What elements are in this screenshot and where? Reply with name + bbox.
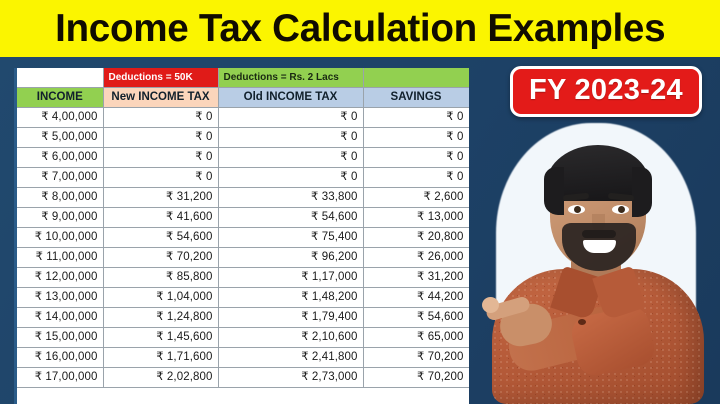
cell-old-tax: ₹ 1,17,000 bbox=[218, 267, 364, 288]
cell-income: ₹ 15,00,000 bbox=[17, 327, 104, 348]
table-row: ₹ 8,00,000 ₹ 31,200 ₹ 33,800 ₹ 2,600 bbox=[17, 187, 469, 208]
cell-savings: ₹ 26,000 bbox=[363, 247, 469, 268]
spreadsheet-panel: Deductions = 50K Deductions = Rs. 2 Lacs… bbox=[14, 68, 469, 404]
cell-income: ₹ 11,00,000 bbox=[17, 247, 104, 268]
cell-income: ₹ 13,00,000 bbox=[17, 287, 104, 308]
table-row: ₹ 10,00,000 ₹ 54,600 ₹ 75,400 ₹ 20,800 bbox=[17, 227, 469, 248]
band-cell-old-deductions: Deductions = Rs. 2 Lacs bbox=[218, 68, 364, 88]
presenter-pupil-left bbox=[574, 206, 581, 213]
cell-savings: ₹ 20,800 bbox=[363, 227, 469, 248]
column-header-savings: SAVINGS bbox=[363, 87, 469, 108]
column-header-income: INCOME bbox=[17, 87, 104, 108]
presenter-photo bbox=[478, 119, 720, 404]
cell-new-tax: ₹ 85,800 bbox=[103, 267, 219, 288]
cell-old-tax: ₹ 0 bbox=[218, 167, 364, 188]
cell-income: ₹ 5,00,000 bbox=[17, 127, 104, 148]
table-row: ₹ 9,00,000 ₹ 41,600 ₹ 54,600 ₹ 13,000 bbox=[17, 207, 469, 228]
table-row: ₹ 12,00,000 ₹ 85,800 ₹ 1,17,000 ₹ 31,200 bbox=[17, 267, 469, 288]
cell-old-tax: ₹ 75,400 bbox=[218, 227, 364, 248]
table-row: ₹ 4,00,000 ₹ 0 ₹ 0 ₹ 0 bbox=[17, 107, 469, 128]
cell-income: ₹ 14,00,000 bbox=[17, 307, 104, 328]
cell-new-tax: ₹ 1,45,600 bbox=[103, 327, 219, 348]
cell-income: ₹ 16,00,000 bbox=[17, 347, 104, 368]
cell-savings: ₹ 0 bbox=[363, 107, 469, 128]
table-row: ₹ 17,00,000 ₹ 2,02,800 ₹ 2,73,000 ₹ 70,200 bbox=[17, 367, 469, 388]
cell-new-tax: ₹ 1,04,000 bbox=[103, 287, 219, 308]
cell-income: ₹ 4,00,000 bbox=[17, 107, 104, 128]
cell-income: ₹ 17,00,000 bbox=[17, 367, 104, 388]
table-row: ₹ 7,00,000 ₹ 0 ₹ 0 ₹ 0 bbox=[17, 167, 469, 188]
cell-income: ₹ 10,00,000 bbox=[17, 227, 104, 248]
cell-old-tax: ₹ 33,800 bbox=[218, 187, 364, 208]
cell-new-tax: ₹ 0 bbox=[103, 167, 219, 188]
cell-income: ₹ 7,00,000 bbox=[17, 167, 104, 188]
column-header-new-tax: New INCOME TAX bbox=[103, 87, 219, 108]
cell-new-tax: ₹ 0 bbox=[103, 147, 219, 168]
deductions-band-row: Deductions = 50K Deductions = Rs. 2 Lacs bbox=[17, 68, 469, 88]
table-row: ₹ 11,00,000 ₹ 70,200 ₹ 96,200 ₹ 26,000 bbox=[17, 247, 469, 268]
table-row: ₹ 14,00,000 ₹ 1,24,800 ₹ 1,79,400 ₹ 54,600 bbox=[17, 307, 469, 328]
cell-old-tax: ₹ 2,10,600 bbox=[218, 327, 364, 348]
cell-savings: ₹ 0 bbox=[363, 127, 469, 148]
cell-income: ₹ 12,00,000 bbox=[17, 267, 104, 288]
cell-savings: ₹ 2,600 bbox=[363, 187, 469, 208]
table-row: ₹ 13,00,000 ₹ 1,04,000 ₹ 1,48,200 ₹ 44,200 bbox=[17, 287, 469, 308]
cell-income: ₹ 6,00,000 bbox=[17, 147, 104, 168]
cell-old-tax: ₹ 0 bbox=[218, 127, 364, 148]
cell-old-tax: ₹ 0 bbox=[218, 147, 364, 168]
fiscal-year-badge: FY 2023-24 bbox=[509, 66, 702, 117]
content-stage: Deductions = 50K Deductions = Rs. 2 Lacs… bbox=[0, 57, 720, 404]
table-row: ₹ 16,00,000 ₹ 1,71,600 ₹ 2,41,800 ₹ 70,200 bbox=[17, 347, 469, 368]
cell-savings: ₹ 0 bbox=[363, 167, 469, 188]
cell-old-tax: ₹ 54,600 bbox=[218, 207, 364, 228]
cell-new-tax: ₹ 1,71,600 bbox=[103, 347, 219, 368]
cell-new-tax: ₹ 41,600 bbox=[103, 207, 219, 228]
cell-savings: ₹ 0 bbox=[363, 147, 469, 168]
presenter-shirt-button bbox=[578, 319, 586, 325]
cell-savings: ₹ 65,000 bbox=[363, 327, 469, 348]
cell-income: ₹ 8,00,000 bbox=[17, 187, 104, 208]
cell-income: ₹ 9,00,000 bbox=[17, 207, 104, 228]
cell-new-tax: ₹ 1,24,800 bbox=[103, 307, 219, 328]
cell-savings: ₹ 70,200 bbox=[363, 367, 469, 388]
cell-new-tax: ₹ 0 bbox=[103, 107, 219, 128]
cell-savings: ₹ 44,200 bbox=[363, 287, 469, 308]
band-cell-blank-right bbox=[363, 68, 469, 88]
presenter-fingertip bbox=[482, 297, 499, 313]
cell-savings: ₹ 31,200 bbox=[363, 267, 469, 288]
cell-new-tax: ₹ 2,02,800 bbox=[103, 367, 219, 388]
page-title: Income Tax Calculation Examples bbox=[54, 6, 666, 50]
cell-savings: ₹ 13,000 bbox=[363, 207, 469, 228]
cell-savings: ₹ 70,200 bbox=[363, 347, 469, 368]
cell-old-tax: ₹ 0 bbox=[218, 107, 364, 128]
table-row: ₹ 15,00,000 ₹ 1,45,600 ₹ 2,10,600 ₹ 65,000 bbox=[17, 327, 469, 348]
cell-new-tax: ₹ 31,200 bbox=[103, 187, 219, 208]
tax-comparison-table: Deductions = 50K Deductions = Rs. 2 Lacs… bbox=[17, 68, 469, 388]
cell-new-tax: ₹ 54,600 bbox=[103, 227, 219, 248]
band-cell-new-deductions: Deductions = 50K bbox=[103, 68, 219, 88]
presenter-pupil-right bbox=[618, 206, 625, 213]
cell-old-tax: ₹ 2,41,800 bbox=[218, 347, 364, 368]
table-row: ₹ 6,00,000 ₹ 0 ₹ 0 ₹ 0 bbox=[17, 147, 469, 168]
cell-old-tax: ₹ 96,200 bbox=[218, 247, 364, 268]
cell-old-tax: ₹ 2,73,000 bbox=[218, 367, 364, 388]
band-cell-blank-left bbox=[17, 68, 104, 88]
cell-old-tax: ₹ 1,79,400 bbox=[218, 307, 364, 328]
cell-savings: ₹ 54,600 bbox=[363, 307, 469, 328]
presenter-mustache bbox=[582, 230, 616, 238]
presenter-hair-left bbox=[544, 167, 564, 215]
cell-new-tax: ₹ 70,200 bbox=[103, 247, 219, 268]
table-row: ₹ 5,00,000 ₹ 0 ₹ 0 ₹ 0 bbox=[17, 127, 469, 148]
column-header-old-tax: Old INCOME TAX bbox=[218, 87, 364, 108]
table-header-row: INCOME New INCOME TAX Old INCOME TAX SAV… bbox=[17, 87, 469, 108]
cell-new-tax: ₹ 0 bbox=[103, 127, 219, 148]
fiscal-year-label: FY 2023-24 bbox=[528, 74, 683, 106]
presenter-hair-right bbox=[632, 167, 652, 217]
presenter-mouth bbox=[583, 240, 616, 253]
cell-old-tax: ₹ 1,48,200 bbox=[218, 287, 364, 308]
title-banner: Income Tax Calculation Examples bbox=[0, 0, 720, 57]
